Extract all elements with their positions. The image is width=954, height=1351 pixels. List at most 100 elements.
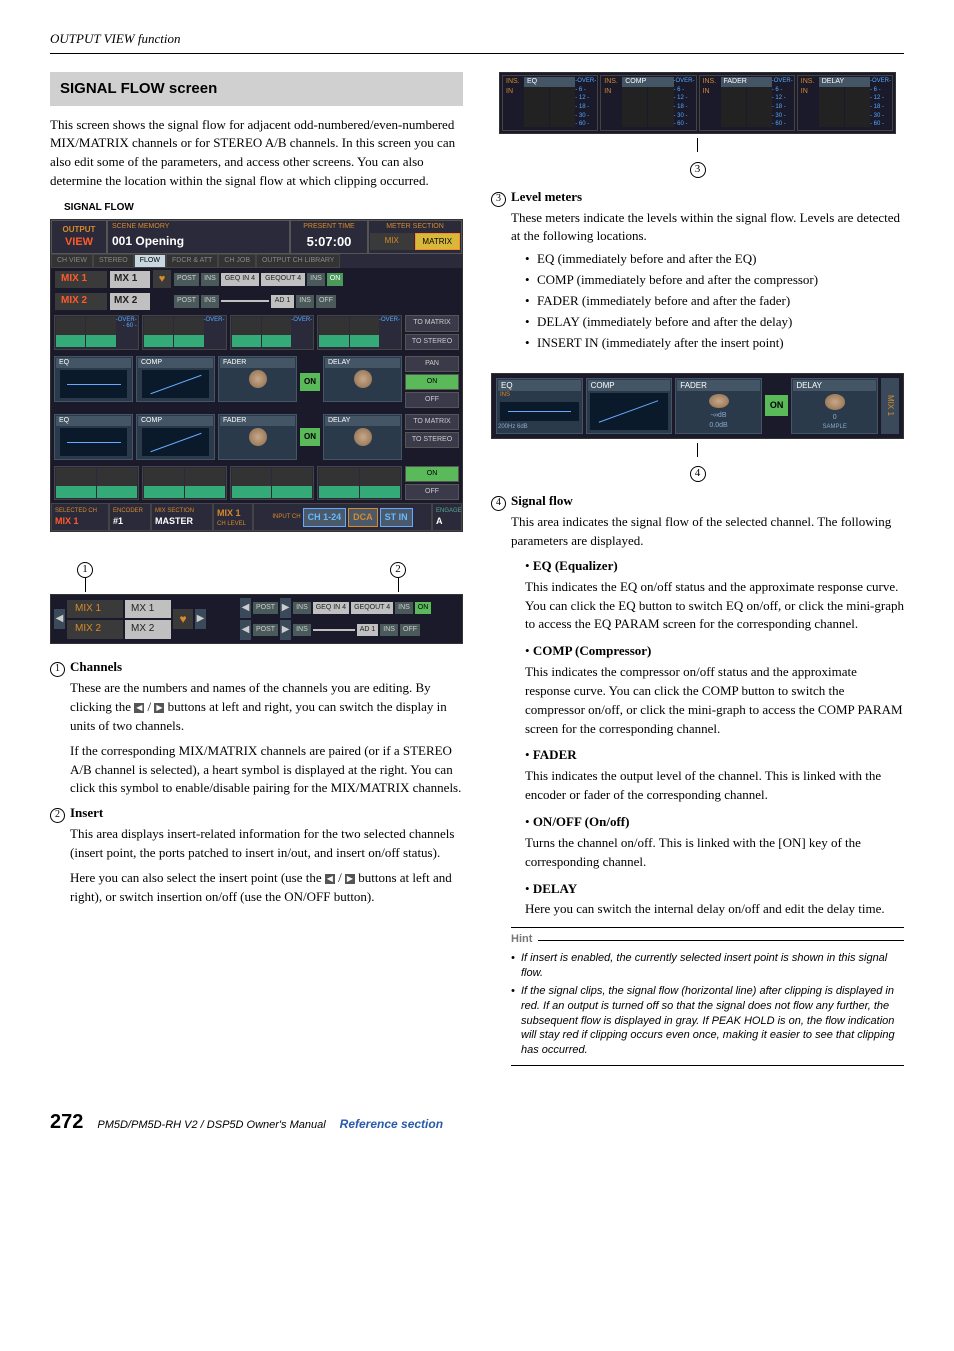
meter-header: METER SECTION — [370, 222, 460, 232]
nav-left-icon[interactable]: ◀ — [240, 598, 251, 618]
geq-in-label: GEQ IN 4 — [221, 273, 259, 285]
item-3-intro: These meters indicate the levels within … — [511, 209, 904, 247]
nav-right-icon[interactable]: ▶ — [280, 598, 291, 618]
geq-out-label: GEQOUT 4 — [261, 273, 305, 285]
eq-title: EQ — [56, 358, 131, 368]
scene-header: SCENE MEMORY — [112, 222, 285, 232]
to-matrix-button-2[interactable]: TO MATRIX — [405, 414, 459, 430]
fader-block[interactable]: FADER — [218, 356, 297, 402]
side-off-button[interactable]: OFF — [405, 392, 459, 408]
ins-button-2[interactable]: INS — [307, 273, 325, 285]
page-footer: 272 PM5D/PM5D-RH V2 / DSP5D Owner's Manu… — [50, 1108, 904, 1137]
meter-matrix-button[interactable]: MATRIX — [415, 233, 461, 251]
fader-block-2[interactable]: FADER — [218, 414, 297, 460]
on-button-zoom[interactable]: ON — [765, 395, 789, 416]
ch-range-button[interactable]: CH 1-24 — [303, 508, 347, 527]
time-value: 5:07:00 — [307, 233, 352, 252]
item-1-title: Channels — [70, 658, 463, 677]
tab-ch-job[interactable]: CH JOB — [218, 254, 256, 268]
fader-block-zoom[interactable]: FADER -∞dB 0.0dB — [675, 378, 762, 434]
meter-col — [317, 466, 402, 500]
footer-ref: Reference section — [340, 1116, 443, 1133]
ins-button-4[interactable]: INS — [296, 295, 314, 307]
hint-item: If the signal clips, the signal flow (ho… — [511, 984, 904, 1058]
side-on-button-2[interactable]: ON — [405, 466, 459, 482]
nav-right-icon[interactable]: ▶ — [280, 620, 291, 640]
callout-2: 2 — [390, 562, 406, 578]
dca-button[interactable]: DCA — [348, 508, 378, 527]
item-2-text-2: Here you can also select the insert poin… — [70, 869, 463, 907]
item-4-title: Signal flow — [511, 492, 904, 511]
nav-left-icon[interactable]: ◀ — [240, 620, 251, 640]
meter-zoom-figure: INS. IN EQ -OVER-- 6 - - 12 -- 18 - - 30… — [499, 72, 896, 134]
tab-flow[interactable]: FLOW — [134, 254, 166, 268]
blank-label — [221, 300, 269, 302]
st-in-button[interactable]: ST IN — [380, 508, 413, 527]
main-screenshot: OUTPUT VIEW SCENE MEMORY 001 Opening PRE… — [50, 219, 463, 532]
time-header: PRESENT TIME — [303, 222, 354, 232]
meter-col — [142, 466, 227, 500]
meter-col — [230, 466, 315, 500]
item-2-text: This area displays insert-related inform… — [70, 825, 463, 863]
heart-icon[interactable]: ♥ — [173, 609, 193, 629]
to-stereo-button[interactable]: TO STEREO — [405, 334, 459, 350]
eq-block[interactable]: EQ — [54, 356, 133, 402]
flow-zoom-figure: EQ INS 200Hz 6dB COMP FADER -∞dB 0.0dB O… — [491, 373, 904, 439]
item-2-title: Insert — [70, 804, 463, 823]
item-number-3: 3 — [491, 192, 506, 207]
delay-block[interactable]: DELAY — [323, 356, 402, 402]
tab-fdcr[interactable]: FDCR & ATT — [166, 254, 218, 268]
tab-library[interactable]: OUTPUT CH LIBRARY — [256, 254, 340, 268]
nav-left-icon[interactable]: ◀ — [54, 609, 65, 629]
delay-block-zoom[interactable]: DELAY 0 SAMPLE — [791, 378, 878, 434]
to-matrix-button[interactable]: TO MATRIX — [405, 315, 459, 331]
comp-block[interactable]: COMP — [136, 356, 215, 402]
sub-eq-text: This indicates the EQ on/off status and … — [525, 578, 904, 635]
ad-label: AD 1 — [271, 295, 295, 307]
eq-block-2[interactable]: EQ — [54, 414, 133, 460]
tab-ch-view[interactable]: CH VIEW — [51, 254, 93, 268]
on-button[interactable]: ON — [300, 373, 320, 391]
eq-block-zoom[interactable]: EQ INS 200Hz 6dB — [496, 378, 583, 434]
ins-button-3[interactable]: INS — [201, 295, 219, 307]
post-button-2[interactable]: POST — [174, 295, 199, 307]
view-header-label: OUTPUT — [63, 224, 96, 236]
sub-eq-title: EQ (Equalizer) — [533, 558, 618, 573]
meter-col: -OVER- — [317, 315, 402, 349]
sub-onoff-text: Turns the channel on/off. This is linked… — [525, 834, 904, 872]
to-stereo-button-2[interactable]: TO STEREO — [405, 432, 459, 448]
comp-block-zoom[interactable]: COMP — [586, 378, 673, 434]
insert-off-button[interactable]: OFF — [316, 295, 336, 307]
delay-block-2[interactable]: DELAY — [323, 414, 402, 460]
channel-zoom-strip: ◀ MIX 1 MX 1 MIX 2 MX 2 ♥ ▶ — [50, 594, 463, 644]
on-button-2[interactable]: ON — [300, 428, 320, 446]
post-button[interactable]: POST — [174, 273, 199, 285]
item-4-intro: This area indicates the signal flow of t… — [511, 513, 904, 551]
tab-stereo[interactable]: STEREO — [93, 254, 134, 268]
figure-label: SIGNAL FLOW — [64, 201, 463, 216]
comp-block-2[interactable]: COMP — [136, 414, 215, 460]
delay-title: DELAY — [325, 358, 400, 368]
sub-comp-text: This indicates the compressor on/off sta… — [525, 663, 904, 738]
side-off-button-2[interactable]: OFF — [405, 484, 459, 500]
side-on-button[interactable]: ON — [405, 374, 459, 390]
pair-icon[interactable]: ♥ — [153, 270, 171, 288]
insert-on-button[interactable]: ON — [327, 273, 344, 285]
section-title: SIGNAL FLOW screen — [50, 72, 463, 106]
sub-fader-title: FADER — [533, 747, 577, 762]
intro-text: This screen shows the signal flow for ad… — [50, 116, 463, 191]
ins-button[interactable]: INS — [201, 273, 219, 285]
channel-side-label: MIX 1 — [881, 378, 899, 434]
meter-col — [54, 466, 139, 500]
hint-block: Hint If insert is enabled, the currently… — [511, 927, 904, 1066]
ch2-short: MX 2 — [110, 293, 150, 310]
item-number-4: 4 — [491, 496, 506, 511]
sub-comp-title: COMP (Compressor) — [533, 643, 652, 658]
ch2-name: MIX 2 — [55, 293, 107, 310]
nav-right-icon: ▶ — [154, 703, 164, 713]
meter-mix-button[interactable]: MIX — [370, 233, 414, 251]
nav-right-icon[interactable]: ▶ — [195, 609, 206, 629]
item-1-text-2: If the corresponding MIX/MATRIX channels… — [70, 742, 463, 799]
scene-title: 001 Opening — [112, 233, 285, 250]
page-number: 272 — [50, 1108, 83, 1137]
